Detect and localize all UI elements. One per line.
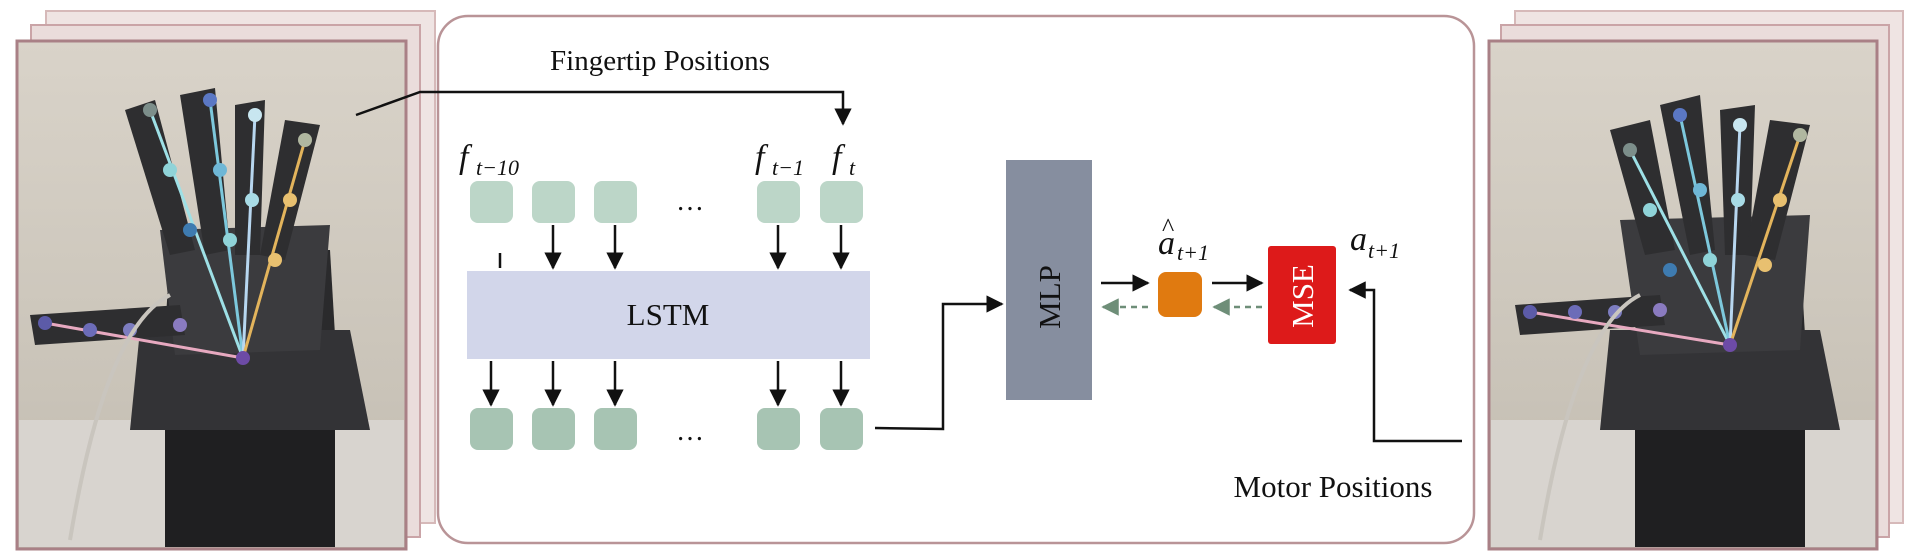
- svg-text:t−1: t−1: [772, 155, 804, 180]
- right-photo-stack: [1487, 10, 1904, 551]
- robot-hand-photo-right: [1487, 39, 1879, 551]
- svg-text:^: ^: [1162, 213, 1174, 242]
- hidden-cell: [470, 408, 513, 450]
- svg-text:t−10: t−10: [476, 155, 519, 180]
- lstm-label: LSTM: [627, 297, 710, 332]
- svg-text:a: a: [1158, 225, 1175, 262]
- target-action-label: a t+1: [1350, 221, 1400, 263]
- input-cell: [594, 181, 637, 223]
- input-cells: [470, 181, 863, 223]
- hidden-to-mlp-arrow: [874, 295, 1004, 431]
- motor-positions-label: Motor Positions: [1234, 469, 1433, 504]
- mse-block: [1268, 246, 1336, 344]
- output-arrows: [482, 361, 850, 407]
- predicted-action-label: a ^ t+1: [1158, 213, 1209, 265]
- hidden-cell: [594, 408, 637, 450]
- svg-text:a: a: [1350, 221, 1367, 258]
- predicted-action-cell: [1158, 272, 1202, 317]
- mlp-label: MLP: [1032, 265, 1067, 329]
- input-ellipsis: …: [676, 186, 704, 217]
- input-arrows: [498, 225, 850, 270]
- mlp-block: [1006, 160, 1092, 400]
- hidden-cell: [757, 408, 800, 450]
- robot-hand-photo-left: [15, 39, 408, 551]
- fingertip-input-arrow: [355, 90, 852, 126]
- hidden-cell: [532, 408, 575, 450]
- fingertip-positions-label: Fingertip Positions: [550, 45, 770, 77]
- input-cell: [757, 181, 800, 223]
- motor-positions-arrow: [1348, 281, 1462, 443]
- input-cell: [470, 181, 513, 223]
- svg-text:t: t: [849, 155, 856, 180]
- center-panel: [436, 14, 1476, 545]
- svg-text:t+1: t+1: [1368, 238, 1400, 263]
- left-photo-stack: [15, 10, 436, 551]
- hidden-cells: [470, 408, 863, 450]
- hidden-ellipsis: …: [676, 416, 704, 447]
- hidden-cell: [820, 408, 863, 450]
- input-cell: [820, 181, 863, 223]
- lstm-block: [467, 271, 870, 359]
- input-cell: [532, 181, 575, 223]
- mse-label: MSE: [1285, 264, 1320, 328]
- svg-text:t+1: t+1: [1177, 240, 1209, 265]
